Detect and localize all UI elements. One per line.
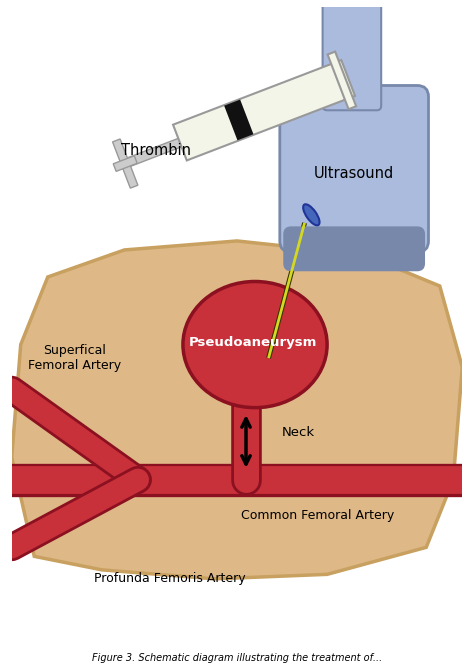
- Ellipse shape: [183, 282, 327, 408]
- Polygon shape: [113, 156, 137, 171]
- FancyBboxPatch shape: [280, 86, 428, 252]
- Polygon shape: [12, 241, 462, 579]
- Text: Profunda Femoris Artery: Profunda Femoris Artery: [93, 572, 245, 586]
- Text: Neck: Neck: [282, 426, 315, 439]
- Polygon shape: [112, 139, 138, 188]
- Text: Superfical
Femoral Artery: Superfical Femoral Artery: [28, 344, 121, 372]
- Text: Common Femoral Artery: Common Femoral Artery: [241, 509, 395, 523]
- Text: Figure 3. Schematic diagram illustrating the treatment of...: Figure 3. Schematic diagram illustrating…: [92, 653, 382, 663]
- Ellipse shape: [303, 205, 319, 225]
- Text: Thrombin: Thrombin: [121, 143, 191, 158]
- Text: Ultrasound: Ultrasound: [314, 166, 394, 181]
- FancyBboxPatch shape: [284, 227, 424, 270]
- Polygon shape: [124, 124, 219, 168]
- Polygon shape: [224, 100, 254, 140]
- Polygon shape: [173, 60, 355, 161]
- Polygon shape: [328, 52, 356, 109]
- Text: Pseudoaneurysm: Pseudoaneurysm: [189, 336, 317, 349]
- FancyBboxPatch shape: [323, 2, 381, 110]
